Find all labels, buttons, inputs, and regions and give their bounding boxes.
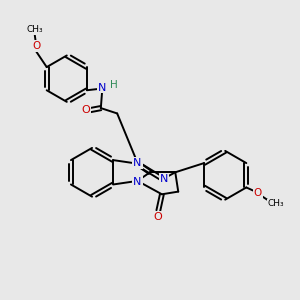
- Text: H: H: [110, 80, 118, 90]
- Text: N: N: [133, 177, 142, 187]
- Text: N: N: [160, 174, 169, 184]
- Text: O: O: [254, 188, 262, 198]
- Text: N: N: [133, 158, 142, 168]
- Text: CH₃: CH₃: [268, 199, 284, 208]
- Text: N: N: [98, 82, 106, 93]
- Text: O: O: [81, 106, 90, 116]
- Text: CH₃: CH₃: [26, 25, 43, 34]
- Text: O: O: [32, 41, 41, 51]
- Text: O: O: [153, 212, 162, 222]
